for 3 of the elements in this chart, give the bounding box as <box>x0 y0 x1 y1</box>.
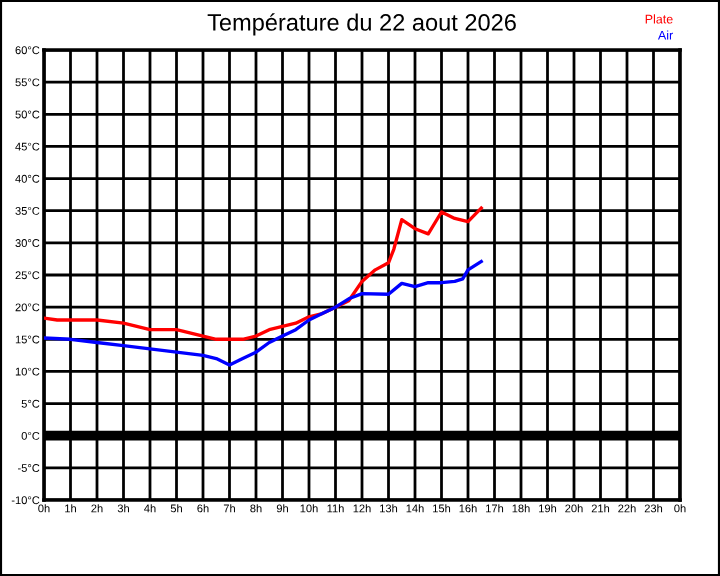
line-series <box>44 206 483 341</box>
line-series <box>44 259 483 367</box>
chart-title: Température du 22 aout 2026 <box>207 13 516 36</box>
